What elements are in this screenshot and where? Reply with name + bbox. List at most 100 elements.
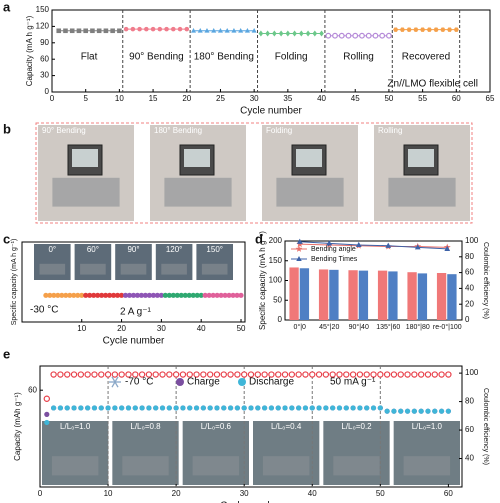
marker (244, 28, 250, 33)
marker (130, 292, 137, 298)
annotation: -30 °C (30, 305, 58, 316)
photo-label: 150° (206, 245, 223, 254)
marker (426, 27, 432, 32)
marker (158, 292, 164, 298)
legend-label: Charge (187, 377, 220, 388)
x-tick-label: 50 (384, 94, 393, 103)
marker (123, 26, 129, 32)
marker (453, 27, 459, 32)
marker (265, 30, 270, 37)
marker (312, 30, 318, 37)
marker (281, 371, 289, 378)
marker (230, 292, 236, 298)
y-tick-label: 150 (36, 5, 50, 14)
marker (238, 378, 246, 386)
photo-detail (262, 456, 310, 476)
marker (425, 408, 431, 414)
marker (204, 28, 210, 33)
bar (318, 269, 329, 320)
marker (420, 27, 426, 32)
marker (63, 28, 68, 34)
marker (44, 411, 50, 417)
bar (447, 274, 457, 320)
marker (207, 405, 213, 411)
marker (329, 371, 336, 378)
x-axis-label: Cycle number (240, 106, 302, 117)
panel-label: b (3, 121, 11, 136)
marker (275, 371, 282, 378)
marker (193, 405, 200, 411)
marker (413, 27, 419, 32)
marker (164, 26, 169, 32)
marker (193, 371, 200, 378)
marker (157, 26, 163, 32)
marker (44, 419, 50, 426)
marker (404, 371, 411, 378)
marker (275, 405, 281, 411)
photo-label: L/L₀=1.0 (60, 422, 91, 431)
legend-label: Discharge (249, 377, 294, 388)
marker (411, 408, 417, 414)
marker (393, 27, 399, 32)
marker (323, 405, 329, 411)
photo-label: L/L₀=1.0 (412, 422, 443, 431)
marker (302, 405, 309, 411)
x-tick-label: 35 (283, 94, 292, 103)
y-tick-label: 30 (40, 71, 49, 80)
marker (90, 28, 95, 34)
marker (444, 245, 451, 251)
series-label: 180° Bending (194, 52, 254, 63)
marker (75, 292, 81, 298)
marker (174, 292, 180, 298)
marker (288, 371, 296, 378)
panel-label: c (3, 231, 10, 246)
marker (397, 371, 404, 378)
x-tick-label: 20 (172, 489, 181, 498)
legend-label: Bending Times (311, 256, 358, 263)
device-screen (72, 149, 98, 167)
marker (145, 371, 153, 378)
marker (47, 292, 53, 298)
marker (190, 28, 197, 33)
marker (398, 408, 404, 414)
marker (172, 371, 180, 378)
marker (391, 408, 397, 414)
marker (326, 240, 333, 246)
marker (112, 405, 118, 411)
marker (146, 292, 153, 298)
marker (79, 292, 85, 298)
photo-frame (35, 122, 473, 224)
photo-detail (403, 456, 451, 476)
marker (76, 28, 82, 34)
marker (338, 32, 345, 39)
photo-label: 90° Bending (42, 126, 86, 135)
marker (296, 238, 303, 244)
series-label: Rolling (343, 52, 374, 63)
bar (436, 272, 447, 320)
marker (213, 371, 221, 378)
marker (315, 371, 323, 378)
marker (349, 371, 357, 378)
marker (447, 27, 453, 32)
marker (177, 26, 183, 32)
photo-detail (161, 263, 187, 275)
y2-tick-label: 60 (465, 268, 474, 277)
marker (85, 405, 91, 411)
marker (218, 292, 224, 298)
marker (77, 371, 85, 378)
marker (222, 292, 228, 298)
marker (258, 30, 264, 37)
marker (227, 405, 234, 411)
photo-detail (164, 177, 232, 207)
y-tick-label: 90 (40, 38, 49, 47)
marker (91, 405, 98, 411)
marker (355, 241, 362, 248)
marker (316, 405, 322, 411)
marker (173, 405, 179, 411)
marker (379, 32, 386, 39)
marker (238, 28, 244, 33)
series-label: Folding (275, 52, 308, 63)
marker (119, 405, 125, 411)
x-tick-label: 60 (452, 94, 461, 103)
marker (406, 27, 412, 32)
